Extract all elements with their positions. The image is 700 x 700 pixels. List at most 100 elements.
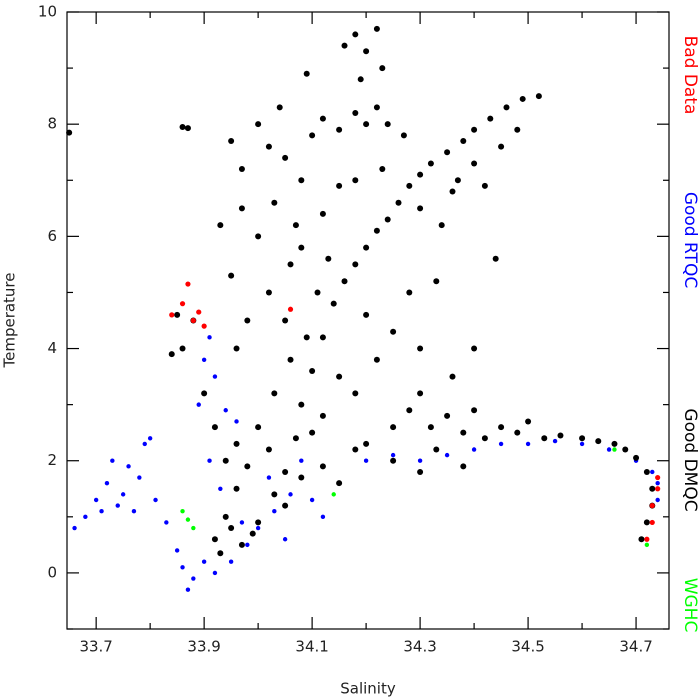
point [433, 446, 440, 453]
marks [66, 25, 661, 592]
point [233, 440, 240, 447]
point [384, 216, 391, 223]
point [390, 452, 396, 458]
point [460, 138, 467, 145]
point [471, 126, 478, 133]
point [309, 132, 316, 139]
point [309, 497, 315, 503]
point [184, 125, 191, 132]
point [336, 126, 343, 133]
point [400, 132, 407, 139]
plot-frame [66, 11, 670, 630]
point [276, 104, 283, 111]
point [287, 356, 294, 363]
point [288, 492, 293, 497]
point [552, 438, 558, 444]
point [655, 497, 660, 503]
point [211, 424, 218, 431]
point [363, 48, 370, 55]
point [611, 440, 618, 447]
point [314, 289, 321, 296]
point [217, 222, 224, 229]
point [282, 537, 288, 542]
point [454, 177, 461, 184]
point [438, 222, 445, 229]
point [519, 95, 526, 102]
point [212, 374, 218, 379]
point [373, 25, 380, 32]
point [357, 76, 364, 83]
point [390, 424, 397, 431]
point [449, 188, 456, 195]
point [352, 261, 359, 268]
x-tick-label: 34.7 [619, 638, 652, 656]
point [191, 525, 196, 531]
point [120, 492, 126, 497]
point [115, 503, 120, 508]
y-tick-label: 2 [47, 451, 57, 469]
point [336, 373, 343, 380]
point [649, 519, 655, 526]
point [179, 345, 186, 352]
point [363, 440, 370, 447]
point [271, 491, 278, 498]
point [282, 317, 289, 324]
point [320, 514, 326, 520]
point [433, 278, 440, 285]
point [336, 480, 343, 487]
point [341, 42, 348, 49]
point [498, 143, 505, 150]
x-axis-label: Salinity [340, 680, 396, 698]
point [234, 419, 239, 424]
point [352, 177, 359, 184]
point [179, 301, 186, 307]
point [579, 435, 586, 442]
x-tick-label: 33.7 [79, 638, 112, 656]
point [272, 509, 277, 514]
point [557, 432, 564, 439]
point [644, 542, 650, 548]
point [228, 138, 235, 145]
point [363, 311, 370, 318]
point [471, 447, 477, 452]
point [638, 536, 645, 543]
point [427, 424, 434, 431]
point [471, 345, 478, 352]
point [633, 454, 640, 461]
point [379, 166, 386, 173]
point [265, 143, 272, 150]
point [487, 115, 494, 122]
point [211, 536, 218, 543]
point [514, 126, 521, 133]
point [331, 492, 336, 497]
point [352, 31, 359, 38]
point [153, 497, 158, 503]
point [417, 345, 424, 352]
point [363, 458, 369, 463]
point [207, 335, 212, 340]
point [265, 446, 272, 453]
point [244, 317, 251, 324]
point [201, 390, 208, 397]
point [319, 412, 326, 419]
x-tick-label: 34.3 [403, 638, 436, 656]
point [255, 525, 261, 531]
point [255, 424, 262, 431]
point [228, 559, 234, 564]
point [319, 334, 326, 341]
point [595, 438, 602, 445]
point [292, 435, 299, 442]
point [303, 70, 310, 77]
y-tick-label: 6 [47, 227, 57, 245]
point [352, 446, 359, 453]
point [319, 115, 326, 122]
point [330, 300, 337, 307]
point [137, 475, 142, 480]
y-tick-label: 4 [47, 339, 57, 357]
point [287, 306, 294, 312]
legend-entry: Good RTQC [680, 192, 700, 288]
point [298, 177, 305, 184]
point [406, 289, 413, 296]
point [417, 458, 423, 463]
